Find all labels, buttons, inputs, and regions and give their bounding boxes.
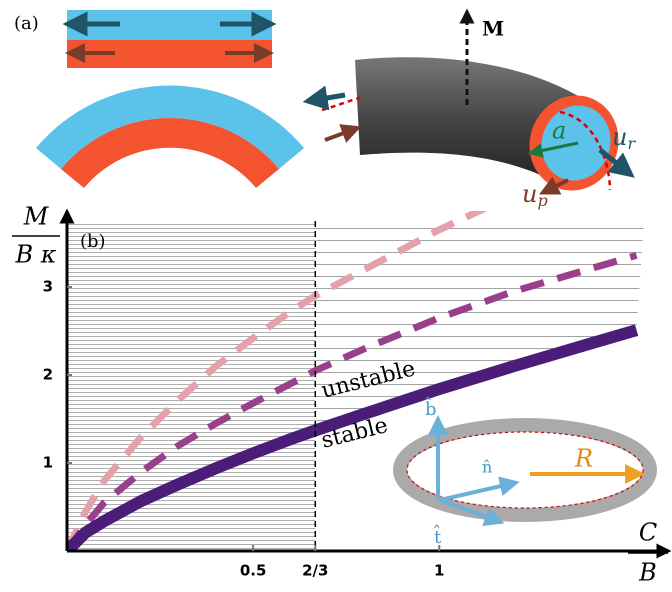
- x-tick-label: 0.5: [240, 562, 267, 580]
- y-tick-label: 2: [43, 366, 53, 384]
- radius-label: a: [552, 117, 566, 145]
- inset-label: t̂: [433, 523, 442, 548]
- polar-base: u: [522, 180, 537, 208]
- y-tick-label: 1: [43, 454, 53, 472]
- arrow: [439, 476, 520, 502]
- x-tick-label: 1: [434, 562, 444, 580]
- moment-label: M: [482, 17, 504, 41]
- ring: [393, 418, 657, 522]
- panel-label: (b): [80, 231, 106, 252]
- y-label-num: M: [23, 203, 50, 231]
- curve: [67, 324, 639, 551]
- x-label-num: C: [639, 519, 657, 547]
- radial-label: ur: [612, 123, 636, 153]
- polar-label: up: [522, 180, 548, 210]
- panel-label: (a): [14, 13, 39, 34]
- arrow: [439, 498, 505, 526]
- inset-label: n̂: [482, 458, 492, 477]
- y-label-den: B κ: [14, 241, 56, 269]
- radial-sub: r: [627, 134, 636, 153]
- inset-label: b̂: [424, 395, 436, 420]
- y-tick-label: 3: [43, 278, 53, 296]
- polar-sub: p: [537, 191, 547, 210]
- x-label-den: B: [638, 559, 657, 587]
- radial-base: u: [612, 123, 627, 151]
- inset-label: R: [574, 445, 593, 473]
- panel-a-diagram: (a) M a ur up: [14, 8, 636, 210]
- x-tick-label: 2/3: [302, 562, 328, 580]
- curve: [67, 211, 488, 551]
- curve: [67, 251, 638, 551]
